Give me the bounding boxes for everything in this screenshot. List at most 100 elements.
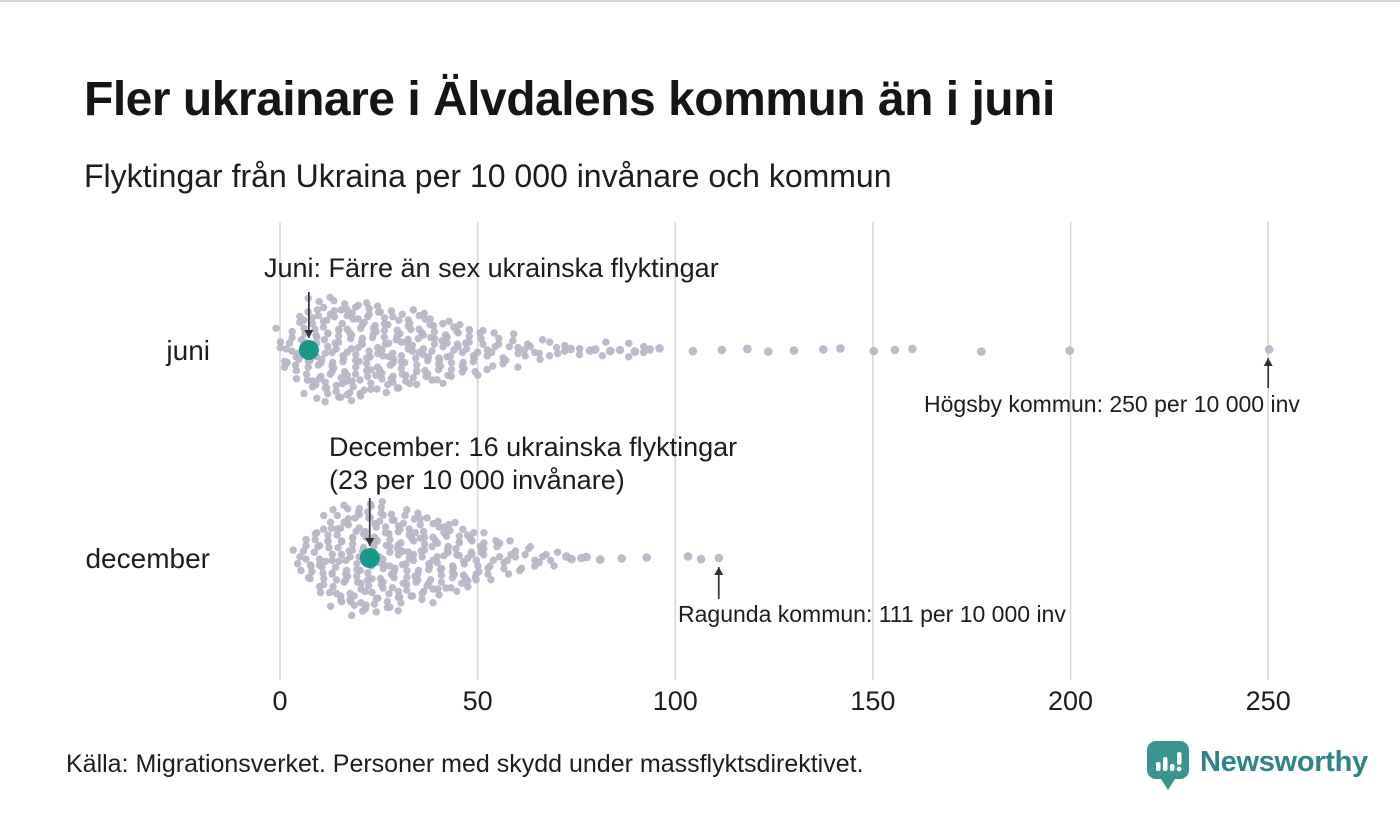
swarm-dot xyxy=(403,586,411,594)
swarm-dot xyxy=(325,588,334,597)
swarm-dot xyxy=(373,385,381,393)
swarm-dot xyxy=(480,529,488,537)
swarm-dot xyxy=(386,535,394,544)
swarm-dot xyxy=(300,389,308,398)
swarm-dot xyxy=(307,562,315,570)
swarm-dot xyxy=(334,544,342,552)
swarm-dot xyxy=(370,600,379,608)
swarm-dot xyxy=(328,556,336,565)
swarm-dot xyxy=(412,578,420,586)
swarm-dot xyxy=(451,518,459,527)
swarm-dot xyxy=(1264,345,1274,354)
swarm-dot xyxy=(343,306,351,314)
swarm-dot xyxy=(293,560,302,568)
swarm-dot xyxy=(386,542,394,551)
swarm-dot xyxy=(302,535,310,544)
callout-december-line2: (23 per 10 000 invånare) xyxy=(329,465,625,495)
swarm-dot xyxy=(329,358,337,367)
swarm-dot xyxy=(598,352,607,360)
swarm-dot xyxy=(356,566,364,575)
swarm-dot xyxy=(372,608,380,616)
swarm-dot xyxy=(346,389,354,397)
swarm-dot xyxy=(354,315,362,323)
swarm-dot xyxy=(521,551,529,559)
swarm-dot xyxy=(383,597,392,606)
swarm-dot xyxy=(321,349,329,357)
swarm-dot xyxy=(376,574,385,583)
swarm-dot xyxy=(470,354,478,362)
row-label-juni: juni xyxy=(166,335,210,366)
swarm-dot xyxy=(461,573,469,582)
swarm-dot xyxy=(348,377,356,385)
swarm-dot xyxy=(450,570,458,578)
swarm-dot xyxy=(328,550,336,559)
swarm-dot xyxy=(426,315,434,323)
newsworthy-logo[interactable]: Newsworthy xyxy=(1146,740,1368,792)
swarm-dot xyxy=(489,556,498,564)
swarm-dot xyxy=(365,581,373,590)
swarm-dot xyxy=(542,550,550,559)
swarm-dot xyxy=(456,320,464,329)
swarm-dot xyxy=(439,320,447,328)
swarm-dot xyxy=(283,358,291,367)
swarm-dot xyxy=(625,339,633,347)
row-label-december: december xyxy=(85,543,210,574)
annotation-arrowhead xyxy=(1263,358,1273,366)
swarm-dot xyxy=(496,539,504,547)
swarm-dot xyxy=(361,587,369,596)
swarm-dot xyxy=(401,511,409,520)
swarm-dot xyxy=(335,332,343,340)
swarm-dot xyxy=(335,326,343,334)
swarm-dot xyxy=(341,300,349,308)
swarm-dot xyxy=(318,355,326,363)
swarm-dot xyxy=(381,529,390,537)
swarm-dot xyxy=(408,592,417,600)
swarm-dot xyxy=(358,334,367,343)
swarm-dot xyxy=(369,324,378,332)
swarm-dot xyxy=(495,340,503,348)
swarm-dot xyxy=(368,588,376,597)
swarm-dot xyxy=(350,592,358,600)
swarm-dot xyxy=(358,340,366,348)
swarm-dot xyxy=(416,521,424,529)
highlight-dot xyxy=(298,340,319,360)
swarm-dot xyxy=(313,394,321,402)
swarm-dot xyxy=(313,333,321,341)
swarm-dot xyxy=(575,345,584,353)
swarm-dot xyxy=(343,311,351,320)
swarm-dot xyxy=(505,343,513,351)
swarm-dot xyxy=(437,571,446,579)
swarm-dot xyxy=(421,366,429,375)
swarm-dot xyxy=(330,307,339,315)
x-tick-label: 100 xyxy=(652,686,698,716)
swarm-dot xyxy=(443,333,451,341)
swarm-dot xyxy=(352,350,360,359)
swarm-dot xyxy=(371,519,379,528)
swarm-dot xyxy=(313,306,322,314)
swarm-dot xyxy=(404,316,412,324)
swarm-dot xyxy=(380,333,389,341)
swarm-dot xyxy=(378,498,386,506)
swarm-dot xyxy=(418,595,426,604)
swarm-dot xyxy=(333,511,342,520)
swarm-dot xyxy=(433,553,441,561)
swarm-dot xyxy=(575,350,584,359)
swarm-dot xyxy=(324,390,332,398)
outlier-label-ragunda: Ragunda kommun: 111 per 10 000 inv xyxy=(678,601,1066,627)
swarm-dot xyxy=(316,588,325,597)
swarm-dot xyxy=(337,306,345,314)
swarm-dot xyxy=(414,509,422,517)
swarm-dot xyxy=(365,347,373,355)
swarm-dot xyxy=(640,342,648,351)
swarm-dot xyxy=(372,371,380,380)
swarm-dot xyxy=(395,384,403,392)
swarm-dot xyxy=(308,320,317,328)
swarm-dot xyxy=(455,538,463,546)
swarm-dot xyxy=(332,387,340,396)
swarm-dot xyxy=(488,348,496,357)
swarm-dot xyxy=(696,554,706,564)
swarm-dot xyxy=(324,531,332,539)
swarm-dot xyxy=(347,396,356,405)
swarm-dot xyxy=(291,361,300,369)
